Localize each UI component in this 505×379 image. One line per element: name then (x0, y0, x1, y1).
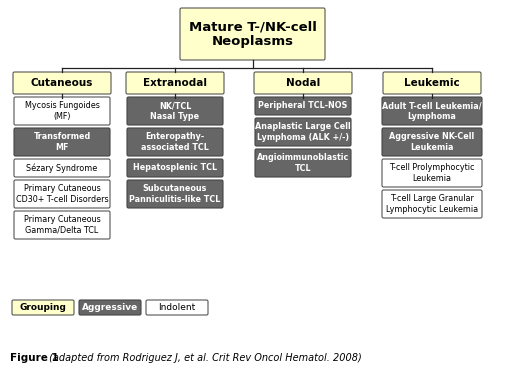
Text: Angioimmunoblastic
TCL: Angioimmunoblastic TCL (257, 153, 349, 172)
Text: Adult T-cell Leukemia/
Lymphoma: Adult T-cell Leukemia/ Lymphoma (382, 102, 482, 121)
Text: Indolent: Indolent (159, 303, 195, 312)
FancyBboxPatch shape (255, 149, 351, 177)
FancyBboxPatch shape (13, 72, 111, 94)
FancyBboxPatch shape (127, 128, 223, 156)
Text: Subcutaneous
Panniculitis-like TCL: Subcutaneous Panniculitis-like TCL (129, 185, 221, 204)
FancyBboxPatch shape (14, 128, 110, 156)
Text: (adapted from Rodriguez J, et al. Crit Rev Oncol Hematol. 2008): (adapted from Rodriguez J, et al. Crit R… (46, 353, 362, 363)
FancyBboxPatch shape (180, 8, 325, 60)
Text: Figure 1: Figure 1 (10, 353, 59, 363)
Text: Nodal: Nodal (286, 78, 320, 88)
FancyBboxPatch shape (127, 159, 223, 177)
Text: T-cell Large Granular
Lymphocytic Leukemia: T-cell Large Granular Lymphocytic Leukem… (386, 194, 478, 213)
FancyBboxPatch shape (382, 159, 482, 187)
FancyBboxPatch shape (146, 300, 208, 315)
FancyBboxPatch shape (14, 180, 110, 208)
FancyBboxPatch shape (12, 300, 74, 315)
FancyBboxPatch shape (382, 190, 482, 218)
FancyBboxPatch shape (383, 72, 481, 94)
FancyBboxPatch shape (255, 118, 351, 146)
Text: Enteropathy-
associated TCL: Enteropathy- associated TCL (141, 133, 209, 152)
FancyBboxPatch shape (382, 128, 482, 156)
FancyBboxPatch shape (254, 72, 352, 94)
FancyBboxPatch shape (126, 72, 224, 94)
Text: Aggressive NK-Cell
Leukemia: Aggressive NK-Cell Leukemia (389, 133, 475, 152)
Text: Aggressive: Aggressive (82, 303, 138, 312)
FancyBboxPatch shape (127, 97, 223, 125)
Text: T-cell Prolymphocytic
Leukemia: T-cell Prolymphocytic Leukemia (389, 163, 475, 183)
FancyBboxPatch shape (382, 97, 482, 125)
Text: Transformed
MF: Transformed MF (33, 133, 90, 152)
Text: Hepatosplenic TCL: Hepatosplenic TCL (133, 163, 217, 172)
FancyBboxPatch shape (14, 97, 110, 125)
FancyBboxPatch shape (255, 97, 351, 115)
FancyBboxPatch shape (14, 159, 110, 177)
Text: NK/TCL
Nasal Type: NK/TCL Nasal Type (150, 102, 199, 121)
FancyBboxPatch shape (127, 180, 223, 208)
FancyBboxPatch shape (79, 300, 141, 315)
Text: Grouping: Grouping (20, 303, 67, 312)
Text: Anaplastic Large Cell
Lymphoma (ALK +/-): Anaplastic Large Cell Lymphoma (ALK +/-) (255, 122, 351, 141)
Text: Primary Cutaneous
Gamma/Delta TCL: Primary Cutaneous Gamma/Delta TCL (24, 216, 100, 235)
Text: Extranodal: Extranodal (143, 78, 207, 88)
FancyBboxPatch shape (14, 211, 110, 239)
Text: Mature T-/NK-cell
Neoplasms: Mature T-/NK-cell Neoplasms (188, 20, 317, 48)
Text: Leukemic: Leukemic (404, 78, 460, 88)
Text: Cutaneous: Cutaneous (31, 78, 93, 88)
Text: Peripheral TCL-NOS: Peripheral TCL-NOS (259, 102, 347, 111)
Text: Mycosis Fungoides
(MF): Mycosis Fungoides (MF) (25, 102, 99, 121)
Text: Primary Cutaneous
CD30+ T-cell Disorders: Primary Cutaneous CD30+ T-cell Disorders (16, 185, 108, 204)
Text: Sézary Syndrome: Sézary Syndrome (26, 163, 97, 173)
